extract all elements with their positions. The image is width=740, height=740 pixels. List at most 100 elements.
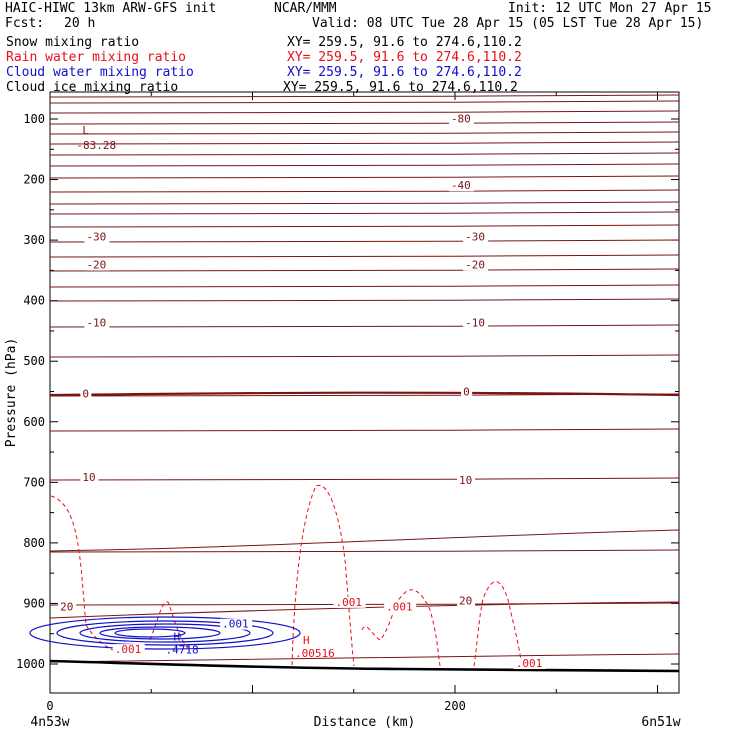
isotherm-line: [50, 94, 679, 98]
rain-contour: [149, 601, 191, 651]
rain-contour: [291, 485, 355, 667]
rain-label: .001: [115, 643, 142, 656]
isotherm-line: [50, 189, 679, 193]
isotherm-line: [50, 175, 679, 179]
x-tick-label: 200: [444, 699, 466, 713]
cloud-water-contour: [99, 626, 221, 640]
init-time: Init: 12 UTC Mon 27 Apr 15: [508, 1, 712, 16]
isotherm-label-bg: [461, 386, 473, 398]
isotherm-label-bg: [448, 113, 474, 125]
isotherm-zero-line: [50, 391, 679, 397]
rain-label-bg: [513, 658, 546, 670]
isotherm-label: 10: [459, 474, 472, 487]
isotherm-line: [50, 110, 679, 114]
isotherm-line: [50, 141, 679, 145]
rain-contour: [50, 495, 87, 626]
y-tick-label: 100: [23, 112, 45, 126]
isotherm-line: [50, 131, 679, 135]
rain-label: .001: [336, 596, 363, 609]
cloud-water-contour: [56, 620, 274, 646]
isotherm-label: 20: [60, 601, 73, 614]
fcst-value: 20 h: [64, 16, 96, 31]
isotherm-label: -30: [86, 231, 106, 244]
isotherm-line: [50, 268, 679, 272]
y-tick-label: 1000: [16, 657, 45, 671]
y-axis-title: Pressure (hPa): [4, 338, 19, 448]
isotherm-line: [50, 428, 679, 432]
isotherm-line: [50, 121, 679, 125]
isotherm-label: -20: [465, 259, 485, 272]
plot-frame: [49, 91, 680, 694]
y-tick-label: 700: [23, 475, 45, 489]
y-tick-label: 600: [23, 415, 45, 429]
isotherm-label: 0: [82, 388, 89, 401]
rain-contour: [473, 581, 523, 669]
isotherm-line: [50, 224, 679, 228]
rain-label-bg: [112, 644, 145, 656]
extremum-marker: H: [174, 631, 181, 644]
field-cloudice-xy: XY= 259.5, 91.6 to 274.6,110.2: [283, 80, 518, 95]
isotherm-line: [50, 201, 679, 205]
isotherm-label: 0: [463, 386, 470, 399]
fcst-label: Fcst:: [5, 16, 45, 31]
isotherm-label-bg: [457, 595, 476, 607]
isotherm-label-bg: [58, 601, 77, 613]
isotherm-label: 20: [459, 595, 472, 608]
isotherm-label-bg: [463, 259, 489, 271]
rain-label: .001: [386, 601, 413, 614]
x-axis-title: Distance (km): [314, 715, 416, 730]
isotherm-group: [50, 94, 679, 663]
rain-label-bg: [384, 601, 417, 613]
isotherm-line: [50, 152, 679, 156]
y-tick-label: 300: [23, 233, 45, 247]
isotherm-label-bg: [84, 259, 110, 271]
org-label: NCAR/MMM: [274, 1, 337, 16]
isotherm-line: [50, 298, 679, 302]
isotherm-label: -10: [465, 317, 485, 330]
cloud-water-contour: [114, 628, 186, 638]
isotherm-line: [50, 211, 679, 215]
model-title: HAIC-HIWC 13km ARW-GFS init: [5, 1, 217, 16]
y-tick-label: 900: [23, 596, 45, 610]
isotherm-line: [50, 354, 679, 358]
field-snow-xy: XY= 259.5, 91.6 to 274.6,110.2: [287, 35, 522, 50]
extremum-marker: L: [82, 124, 89, 137]
y-tick-label: 400: [23, 294, 45, 308]
isotherm-label: -30: [465, 231, 485, 244]
cloud-water-contour: [79, 623, 251, 643]
isotherm-line: [50, 477, 679, 481]
isotherm-label-bg: [448, 180, 474, 192]
extremum-marker: H: [303, 634, 310, 647]
field-rain-name: Rain water mixing ratio: [6, 50, 187, 65]
isotherm-line: [50, 100, 679, 104]
right-endpoint: 6n51w: [641, 715, 680, 730]
isotherm-label-bg: [463, 231, 489, 243]
isotherm-line: [50, 239, 679, 243]
isotherm-label-bg: [463, 317, 489, 329]
isotherm-label-bg: [84, 231, 110, 243]
extremum-value: -83.28: [76, 139, 116, 152]
cloud-water-contour: [29, 616, 301, 650]
rain-label: .001: [516, 657, 543, 670]
isotherm-label: -10: [86, 317, 106, 330]
isotherm-label: 10: [82, 471, 95, 484]
isotherm-label: -80: [451, 113, 471, 126]
isotherm-label-bg: [80, 472, 99, 484]
cloud-water-label-bg: [220, 618, 253, 630]
field-cloudice-name: Cloud ice mixing ratio: [6, 80, 179, 95]
isotherm-line: [50, 284, 679, 288]
valid-time: Valid: 08 UTC Tue 28 Apr 15 (05 LST Tue …: [312, 16, 704, 31]
field-rain-xy: XY= 259.5, 91.6 to 274.6,110.2: [287, 50, 522, 65]
isotherm-label: -40: [451, 179, 471, 192]
x-tick-label: 0: [46, 699, 53, 713]
rain-contour: [361, 589, 441, 667]
left-endpoint: 4n53w: [30, 715, 69, 730]
field-snow-name: Snow mixing ratio: [6, 35, 140, 50]
isotherm-line: [50, 254, 679, 258]
extremum-value: .00516: [295, 647, 335, 660]
y-tick-label: 800: [23, 536, 45, 550]
y-tick-label: 200: [23, 173, 45, 187]
isotherm-line: [50, 549, 679, 553]
isotherm-line: [50, 324, 679, 328]
